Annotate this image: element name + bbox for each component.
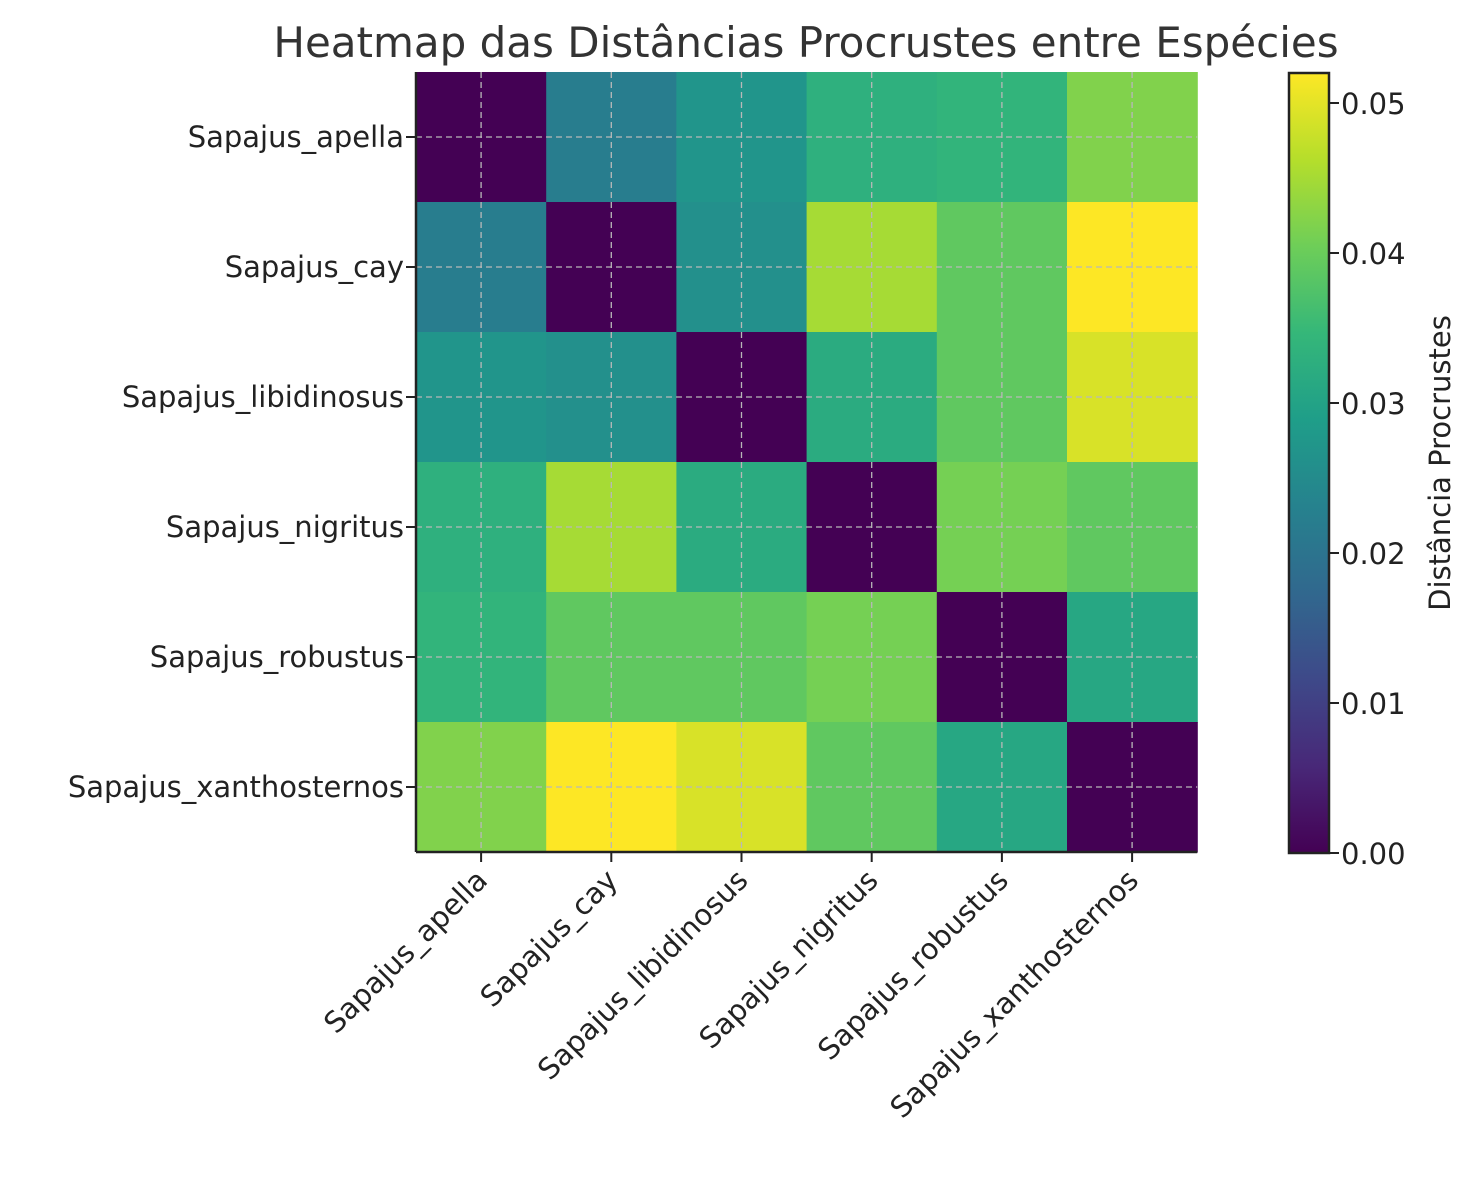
y-tick-label: Sapajus_apella [188, 120, 404, 154]
y-tick-label: Sapajus_nigritus [166, 510, 404, 544]
colorbar: 0.00 0.01 0.02 0.03 0.04 0.05 [1287, 71, 1406, 871]
colorbar-tick-label: 0.03 [1341, 387, 1406, 421]
y-tick-label: Sapajus_libidinosus [122, 380, 404, 414]
axes [406, 72, 1198, 862]
colorbar-tick-label: 0.01 [1341, 687, 1406, 721]
y-tick-label: Sapajus_xanthosternos [68, 770, 404, 804]
colorbar-tick-label: 0.02 [1341, 537, 1406, 571]
y-tick-label: Sapajus_cay [225, 250, 404, 284]
x-tick-label: Sapajus_xanthosternos [883, 863, 1145, 1125]
grid-lines [416, 72, 1198, 852]
colorbar-tick-label: 0.00 [1341, 837, 1406, 871]
x-tick-label: Sapajus_apella [317, 863, 494, 1040]
colorbar-gradient [1287, 71, 1331, 855]
colorbar-label: Distância Procrustes [1423, 315, 1457, 611]
x-tick-label: Sapajus_libidinosus [531, 863, 755, 1087]
colorbar-tick-label: 0.04 [1341, 237, 1406, 271]
y-tick-labels: Sapajus_apella Sapajus_cay Sapajus_libidin… [68, 120, 404, 804]
chart-title: Heatmap das Distâncias Procrustes entre … [273, 18, 1338, 67]
colorbar-tick-label: 0.05 [1341, 87, 1406, 121]
y-tick-label: Sapajus_robustus [150, 640, 404, 674]
heatmap-cells [416, 72, 1198, 853]
x-tick-labels: Sapajus_apellaSapajus_caySapajus_libidin… [317, 863, 1145, 1125]
